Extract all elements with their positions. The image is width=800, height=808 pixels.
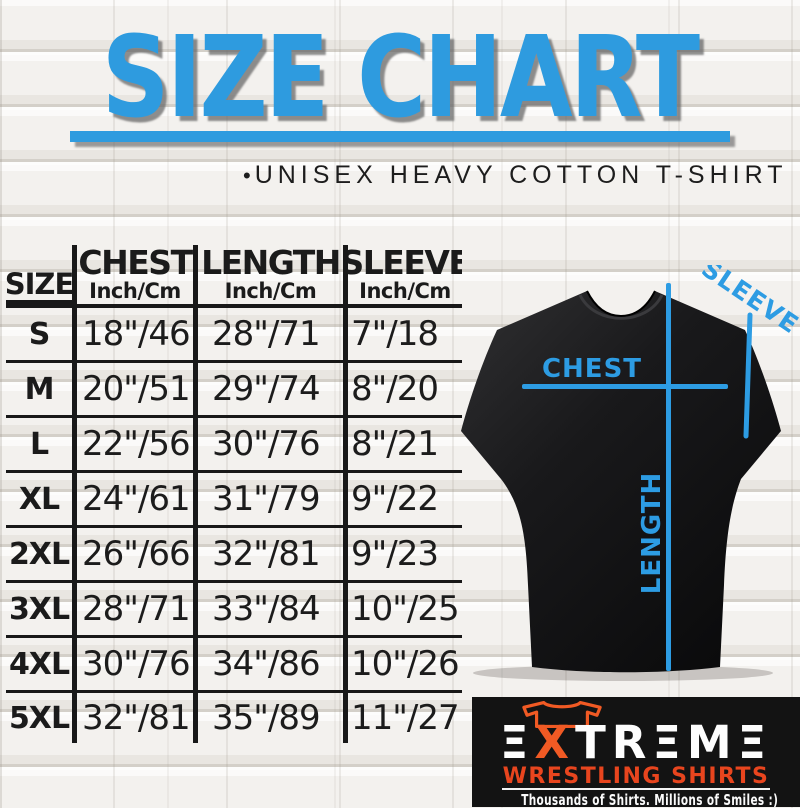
size-label: 4XL: [6, 638, 77, 690]
size-label: M: [6, 363, 77, 415]
page-title: SIZE CHART: [102, 13, 700, 143]
length-value: 34"/86: [198, 638, 348, 690]
length-value: 29"/74: [198, 363, 348, 415]
table-header-row: SIZE CHEST Inch/Cm LENGTH Inch/Cm SLEEVE…: [6, 245, 462, 308]
brand-tagline: Thousands of Shirts. Millions of Smiles …: [521, 791, 779, 807]
length-value: 35"/89: [198, 693, 348, 743]
chest-value: 18"/46: [77, 308, 198, 360]
size-label: S: [6, 308, 77, 360]
table-row-2xl: 2XL 26"/66 32"/81 9"/23: [6, 528, 462, 583]
tshirt-diagram: CHEST LENGTH SLEEVE: [440, 254, 800, 710]
sleeve-value: 9"/23: [351, 534, 439, 574]
table-row-4xl: 4XL 30"/76 34"/86 10"/26: [6, 638, 462, 693]
logo-divider: [502, 788, 770, 790]
tshirt-image: CHEST LENGTH SLEEVE: [461, 254, 800, 681]
subtitle-text: UNISEX HEAVY COTTON T-SHIRT: [254, 161, 788, 189]
brand-letter-x: X: [534, 716, 576, 769]
size-label: 2XL: [6, 528, 77, 580]
tshirt-silhouette: [461, 291, 781, 673]
sleeve-value: 8"/20: [351, 369, 439, 409]
tshirt-icon: [522, 701, 602, 728]
title-row: SIZE CHART: [0, 22, 800, 134]
chest-value: 26"/66: [77, 528, 198, 580]
chest-value: 22"/56: [77, 418, 198, 470]
length-label: LENGTH: [637, 472, 667, 594]
brand-letter: Ξ: [499, 716, 535, 769]
chest-value: 30"/76: [77, 638, 198, 690]
chest-value: 24"/61: [77, 473, 198, 525]
subtitle: • UNISEX HEAVY COTTON T-SHIRT: [243, 161, 787, 190]
sleeve-value: 10"/26: [351, 644, 460, 684]
size-label: 3XL: [6, 583, 77, 635]
bullet-icon: •: [243, 163, 251, 188]
sleeve-value: 8"/21: [351, 424, 439, 464]
header-length: LENGTH Inch/Cm: [198, 245, 348, 304]
brand-subtitle: WRESTLING SHIRTS: [502, 764, 770, 789]
length-value: 30"/76: [198, 418, 348, 470]
table-row-m: M 20"/51 29"/74 8"/20: [6, 363, 462, 418]
table-row-3xl: 3XL 28"/71 33"/84 10"/25: [6, 583, 462, 638]
sleeve-line: [743, 312, 753, 439]
brand-logo: ΞXTRΞMΞ WRESTLING SHIRTS Thousands of Sh…: [472, 697, 800, 807]
chest-value: 20"/51: [77, 363, 198, 415]
chest-value: 32"/81: [77, 693, 198, 743]
title-underline: [70, 131, 730, 142]
length-value: 33"/84: [198, 583, 348, 635]
chest-label: CHEST: [542, 354, 642, 384]
sleeve-value: 9"/22: [351, 479, 439, 519]
collar-top-line: [586, 290, 656, 318]
table-row-5xl: 5XL 32"/81 35"/89 11"/27: [6, 693, 462, 743]
length-value: 31"/79: [198, 473, 348, 525]
brand-letters: TRΞMΞ: [575, 716, 773, 769]
length-value: 28"/71: [198, 308, 348, 360]
sleeve-value: 10"/25: [351, 589, 460, 629]
table-row-l: L 22"/56 30"/76 8"/21: [6, 418, 462, 473]
table-row-xl: XL 24"/61 31"/79 9"/22: [6, 473, 462, 528]
size-label: 5XL: [6, 693, 77, 743]
size-label: L: [6, 418, 77, 470]
sleeve-value: 11"/27: [351, 698, 460, 738]
chest-line: [522, 384, 728, 389]
header-size: SIZE: [6, 245, 77, 304]
size-label: XL: [6, 473, 77, 525]
brand-name: ΞXTRΞMΞ: [472, 720, 800, 765]
sleeve-value: 7"/18: [351, 314, 439, 354]
chest-value: 28"/71: [77, 583, 198, 635]
table-row-s: S 18"/46 28"/71 7"/18: [6, 308, 462, 363]
length-value: 32"/81: [198, 528, 348, 580]
size-table: SIZE CHEST Inch/Cm LENGTH Inch/Cm SLEEVE…: [6, 245, 462, 743]
length-line: [666, 283, 671, 671]
collar-line: [578, 294, 664, 320]
header-chest: CHEST Inch/Cm: [77, 245, 198, 304]
header-sleeve: SLEEVE Inch/Cm: [348, 245, 462, 303]
